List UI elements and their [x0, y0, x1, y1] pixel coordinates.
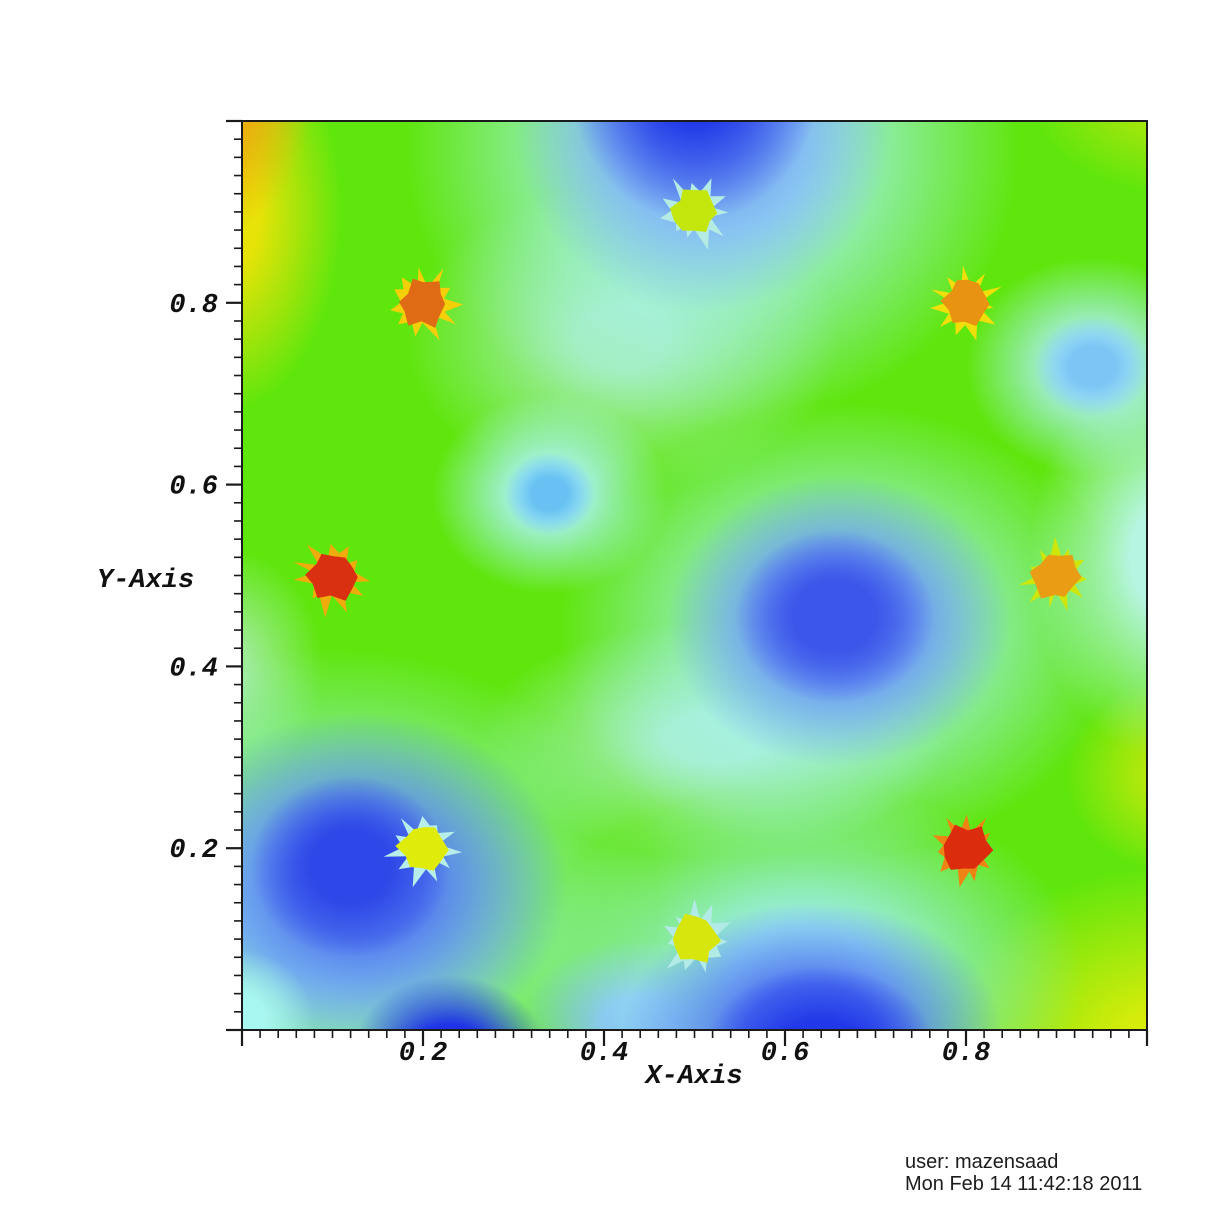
x-tick-label: 0.6	[761, 1039, 810, 1069]
well-marker	[1018, 536, 1087, 612]
well-marker	[293, 543, 371, 618]
well-markers-overlay	[293, 178, 1087, 973]
well-marker	[932, 814, 994, 888]
user-stamp: user: mazensaad	[905, 1151, 1059, 1173]
user-date-stamp: user: mazensaad Mon Feb 14 11:42:18 2011	[905, 1151, 1142, 1195]
x-axis-title: X-Axis	[645, 1062, 743, 1092]
y-tick-label: 0.6	[169, 473, 218, 503]
y-tick-label: 0.4	[169, 654, 218, 684]
well-marker	[383, 816, 463, 888]
well-marker	[930, 265, 1002, 341]
plot-area	[242, 121, 1147, 1030]
x-tick-label: 0.4	[580, 1039, 629, 1069]
well-marker	[660, 178, 729, 250]
y-axis-title: Y-Axis	[97, 566, 195, 596]
x-tick-label: 0.8	[942, 1039, 991, 1069]
well-marker	[390, 267, 464, 341]
well-marker	[664, 898, 731, 973]
y-tick-label: 0.8	[169, 291, 218, 321]
date-stamp: Mon Feb 14 11:42:18 2011	[905, 1173, 1143, 1195]
y-tick-label: 0.2	[169, 836, 218, 866]
x-tick-label: 0.2	[399, 1039, 448, 1069]
